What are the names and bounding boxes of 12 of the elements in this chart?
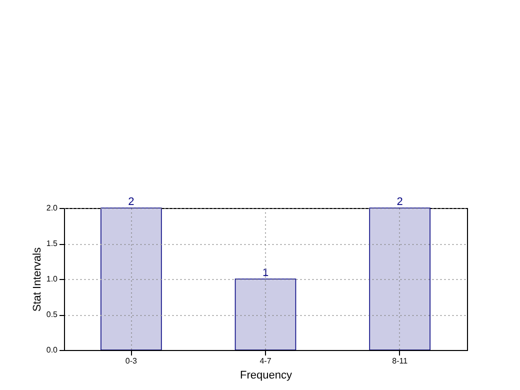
x-axis-title: Frequency xyxy=(240,370,292,382)
y-axis-title: Stat Intervals xyxy=(31,246,44,312)
data-label: 2 xyxy=(128,196,134,208)
y-tick-label: 1.0 xyxy=(46,274,58,284)
y-tick-label: 0.0 xyxy=(46,346,58,354)
x-tick-label: 8-11 xyxy=(392,356,408,366)
x-tick-label: 4-7 xyxy=(260,356,272,366)
data-label: 2 xyxy=(396,196,403,208)
y-tick-label: 1.5 xyxy=(46,239,58,248)
y-tick-label: 2.0 xyxy=(46,204,58,212)
y-tick-label: 0.5 xyxy=(46,310,58,319)
x-tick-label: 0-3 xyxy=(125,356,138,366)
